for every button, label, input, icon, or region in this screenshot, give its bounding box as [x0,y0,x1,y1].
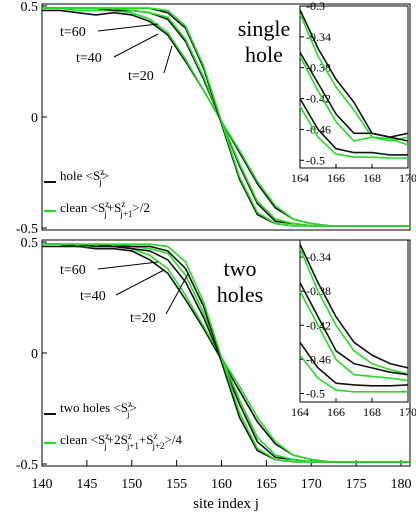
bottom-xtick-label: 180 [391,477,412,492]
bottom-xtick-label: 170 [301,477,322,492]
bottom-xtick-label: 150 [121,477,142,492]
top-legend-label-hole: hole <Sz j> [60,167,109,187]
top-inset-series-line [299,98,408,156]
bottom-annotation-line-t60 [97,261,159,270]
bottom-xtick-label: 165 [256,477,277,492]
top-panel: -0.5 0 0.5 single hole t=60 t=40 t=20 hole… [16,0,416,237]
top-annotation-t40: t=40 [76,51,102,66]
bottom-ytick-label: 0 [31,347,38,362]
bottom-annotation-t40: t=40 [80,289,106,304]
top-title-line-2: hole [245,42,283,67]
top-ytick-label: 0.5 [21,0,39,15]
top-annotation-line-t40 [113,33,159,58]
bottom-xtick-label: 145 [76,477,97,492]
bottom-inset-series-line [299,282,409,376]
top-inset-ytick-label: -0.34 [306,30,331,44]
top-series-group [42,7,410,227]
bottom-inset-series-group [299,243,409,393]
top-annotation-t60: t=60 [60,25,86,40]
bottom-panel: -0.5 0 0.5 140 145 150 155 160 165 170 175 180 two… [16,236,416,512]
bottom-inset-xtick-label: 168 [363,405,381,419]
bottom-inset-xtick-label: 170 [399,405,416,419]
bottom-annotation-line-t20 [165,273,189,315]
top-inset-xtick-label: 170 [399,171,416,185]
top-inset-series-line [299,105,408,159]
bottom-inset-series-line [299,248,409,375]
top-inset-series-line [299,55,409,146]
bottom-legend: two holes <Sz j> clean <Sz j+2Sz j+1+Sz j+2>… [44,399,182,451]
bottom-xtick-label: 175 [346,477,367,492]
bottom-annotation-t20: t=20 [130,311,156,326]
bottom-y-axis: -0.5 0 0.5 [16,236,47,473]
top-inset-ytick-label: -0.3 [306,0,325,13]
top-inset-series-line [299,13,409,142]
top-ytick-label: 0 [31,111,38,126]
bottom-inset-ytick-label: -0.46 [306,352,331,366]
top-annotation-line-t20 [163,45,173,74]
bottom-inset-ytick-label: -0.5 [306,386,325,400]
bottom-legend-label-hole: two holes <Sz j> [60,399,137,419]
top-y-axis: -0.5 0 0.5 [16,0,47,237]
top-title-line-1: single [238,16,291,41]
top-inset-xtick-label: 168 [363,171,381,185]
top-inset-ytick-label: -0.38 [306,61,331,75]
bottom-inset-xtick-label: 164 [291,405,309,419]
bottom-annotation-line-t40 [115,269,165,296]
top-inset-series-line [299,51,409,142]
bottom-legend-label-clean: clean <Sz j+2Sz j+1+Sz j+2>/4 [60,431,182,451]
bottom-xtick-label: 160 [211,477,232,492]
top-legend-label-clean: clean <Sz j+Sz j+1>/2 [60,199,150,219]
bottom-title-line-1: two [224,256,257,281]
bottom-x-axis: 140 145 150 155 160 165 170 175 180 [32,460,412,492]
bottom-inset-series-line [299,341,409,387]
bottom-ytick-label: 0.5 [21,236,39,251]
top-annotation-line-t60 [97,23,159,32]
top-legend: hole <Sz j> clean <Sz j+Sz j+1>/2 [44,167,150,219]
top-inset-ytick-label: -0.5 [306,153,325,167]
bottom-xtick-label: 155 [166,477,187,492]
top-inset-xtick-label: 166 [327,171,345,185]
bottom-inset-ytick-label: -0.34 [306,250,331,264]
bottom-annotation-t60: t=60 [60,263,86,278]
top-series-line [42,7,410,227]
bottom-xtick-label: 140 [32,477,53,492]
bottom-inset-series-line [299,290,409,382]
bottom-series-line [42,243,410,463]
bottom-ytick-label: -0.5 [16,458,38,473]
top-ytick-label: -0.5 [16,222,38,237]
bottom-inset-series-line [299,243,409,369]
x-axis-title: site index j [193,496,259,512]
top-inset-xtick-label: 164 [291,171,309,185]
bottom-inset-series-line [299,354,408,393]
top-inset-series-group [299,9,409,159]
bottom-title-line-2: holes [217,282,263,307]
bottom-series-group [42,243,410,463]
top-annotation-t20: t=20 [128,69,154,84]
bottom-inset-xtick-label: 166 [327,405,345,419]
